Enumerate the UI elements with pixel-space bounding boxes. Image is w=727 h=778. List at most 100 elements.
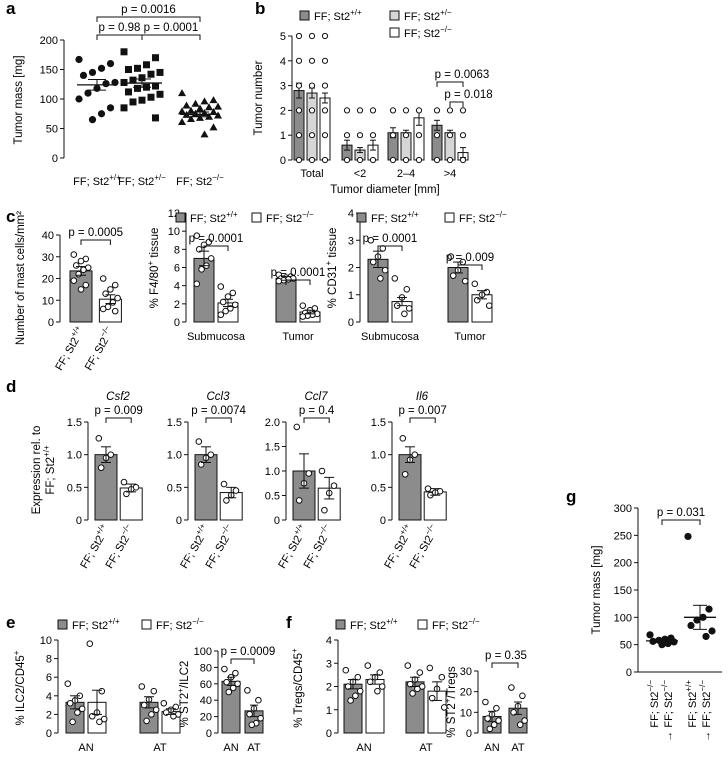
legend-swatch — [141, 619, 152, 630]
x-tick-label-line2: → FF; St2−/− — [698, 680, 713, 742]
data-point — [248, 721, 256, 729]
y-tick-label: 30 — [42, 252, 54, 264]
data-point — [374, 687, 381, 695]
data-point — [100, 715, 108, 723]
y-axis-label-group: Number of mast cells/mm² — [15, 211, 27, 345]
x-tick-label: <2 — [354, 168, 367, 180]
x-tick-label: FF; St2+/− — [118, 173, 166, 188]
data-point — [82, 281, 90, 289]
data-point — [369, 107, 377, 114]
data-point — [484, 715, 491, 722]
p-value-label: p = 0.0005 — [68, 227, 123, 239]
data-point — [225, 688, 233, 696]
data-point — [356, 687, 364, 695]
data-point — [214, 102, 222, 110]
y-axis-label-part: tissue — [327, 228, 339, 261]
data-point — [147, 70, 155, 78]
data-point — [415, 132, 423, 139]
data-point — [120, 478, 128, 486]
data-point — [197, 461, 205, 468]
legend-label-sup: +/+ — [226, 210, 238, 219]
data-point — [229, 289, 237, 297]
data-point — [404, 662, 412, 669]
p-value-label: p = 0.0001 — [271, 267, 326, 279]
legend-label-main: FF; St2 — [190, 213, 226, 225]
data-point — [510, 709, 517, 716]
x-tick-label-sup: −/− — [423, 522, 437, 537]
y-tick-label: 0.5 — [371, 482, 386, 494]
y-axis-label-part: + — [146, 261, 155, 266]
data-point — [111, 307, 119, 315]
y-tick-label: 300 — [614, 503, 632, 515]
y-tick-label: 0.5 — [67, 482, 82, 494]
legend-label-sup: −/− — [302, 210, 314, 219]
y-axis-label: Tumor mass [mg] — [13, 55, 25, 144]
data-point — [411, 451, 419, 458]
y-tick-label: 0 — [626, 667, 632, 679]
x-tick-label-line2: → FF; St2−/− — [660, 680, 675, 742]
x-tick-label: Submucosa — [187, 331, 246, 343]
significance-bracket — [203, 245, 229, 251]
data-point — [446, 156, 454, 164]
panel-label: g — [566, 487, 576, 506]
bar — [293, 90, 305, 161]
p-value-label: p = 0.4 — [299, 405, 335, 417]
data-point — [156, 90, 164, 98]
y-tick-label: 3 — [326, 658, 332, 670]
significance-bracket — [205, 417, 232, 423]
data-point — [377, 275, 384, 282]
x-tick-label-sup: +/+ — [194, 522, 208, 537]
data-point — [178, 118, 186, 126]
data-point — [343, 156, 351, 164]
x-tick-label-sup: −/− — [212, 173, 224, 182]
data-point — [255, 696, 262, 704]
x-tick-label: FF; St2+/+ — [73, 173, 121, 188]
p-value-label: p = 0.0016 — [121, 4, 176, 16]
y-tick-label: 3 — [348, 235, 354, 247]
data-point — [129, 98, 137, 106]
data-point — [200, 97, 209, 105]
y-tick-label: 150 — [614, 585, 632, 597]
data-point — [308, 132, 316, 139]
y-axis-label-group: Tumor mass [mg] — [591, 545, 603, 634]
panel-label: b — [255, 0, 265, 18]
x-tick-label-main: FF; St2 — [649, 692, 661, 728]
data-point — [69, 718, 76, 726]
legend-swatch — [251, 212, 262, 223]
legend-label-main: FF; St2 — [266, 213, 302, 225]
y-axis-label-line2: FF; St2+/+ — [42, 445, 57, 495]
y-tick-label: 0 — [280, 155, 286, 167]
y-tick-label: 20 — [460, 687, 472, 699]
data-point — [234, 680, 241, 688]
legend-swatch — [57, 619, 68, 630]
data-point — [664, 639, 672, 648]
x-tick-label-sup: +/+ — [69, 324, 83, 339]
data-point — [74, 709, 81, 716]
legend-label-sup: −/− — [440, 25, 452, 34]
y-tick-label: 10 — [460, 707, 472, 719]
y-tick-label: 2 — [46, 709, 52, 721]
legend-label: FF; St2+/− — [404, 8, 452, 23]
legend-label: FF; St2+/+ — [72, 617, 120, 632]
data-point — [99, 275, 107, 282]
significance-bracket — [80, 239, 111, 245]
x-axis-label: Tumor diameter [mm] — [330, 184, 439, 196]
data-point — [321, 506, 328, 514]
x-tick-label-sup: −/− — [119, 522, 133, 537]
data-point — [516, 721, 524, 729]
p-value-label: p = 0.0074 — [191, 405, 246, 417]
significance-bracket — [105, 417, 132, 423]
data-point — [295, 32, 303, 40]
legend-label-main: FF; St2 — [404, 28, 440, 40]
data-point — [219, 298, 227, 306]
data-point — [70, 251, 78, 258]
y-tick-label: 0 — [52, 153, 58, 165]
y-axis-label: Number of mast cells/mm² — [15, 211, 27, 345]
data-point — [224, 293, 232, 300]
data-point — [416, 669, 424, 676]
y-tick-label: 0 — [176, 515, 182, 527]
significance-bracket — [303, 417, 330, 423]
data-point — [102, 80, 110, 88]
p-value-label: p = 0.35 — [485, 650, 527, 662]
significance-bracket — [457, 264, 483, 270]
